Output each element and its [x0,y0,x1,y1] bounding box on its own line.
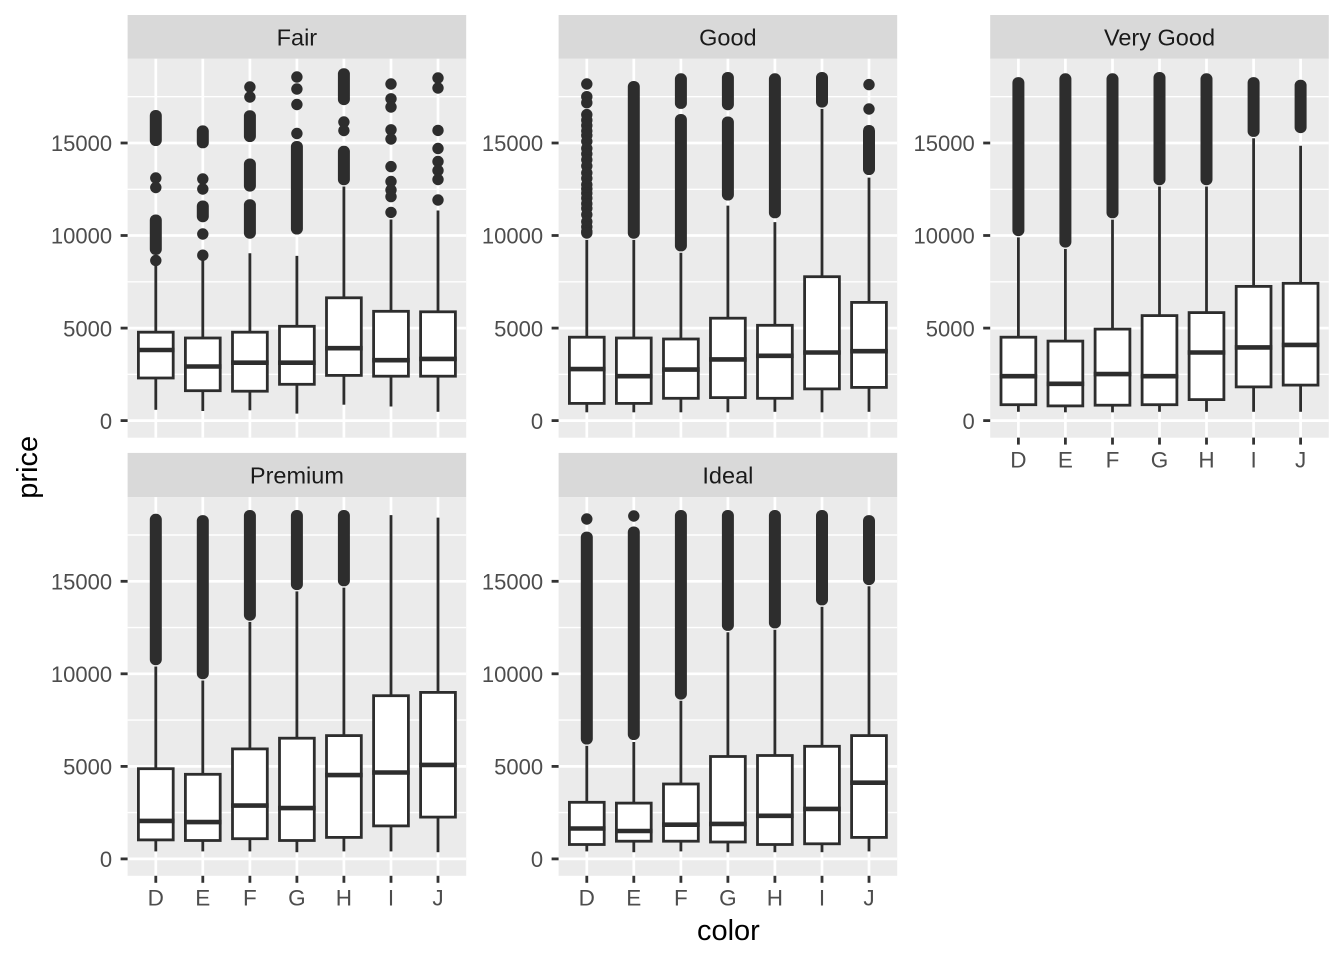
svg-text:5000: 5000 [494,316,543,341]
svg-text:E: E [626,886,641,911]
svg-text:10000: 10000 [914,224,975,249]
svg-text:F: F [674,886,688,911]
svg-text:D: D [148,886,164,911]
svg-text:0: 0 [100,409,112,434]
svg-text:15000: 15000 [482,570,543,595]
svg-text:Premium: Premium [250,463,344,489]
svg-text:10000: 10000 [51,662,112,687]
svg-text:F: F [243,886,257,911]
svg-text:G: G [719,886,737,911]
svg-text:price: price [12,436,44,499]
svg-text:J: J [1295,448,1306,473]
svg-text:5000: 5000 [63,316,112,341]
svg-text:0: 0 [100,847,112,872]
svg-text:I: I [819,886,825,911]
svg-text:10000: 10000 [51,224,112,249]
svg-text:5000: 5000 [494,755,543,780]
svg-text:0: 0 [962,409,974,434]
svg-text:I: I [1250,448,1256,473]
svg-text:color: color [697,915,760,947]
svg-text:G: G [288,886,306,911]
svg-text:H: H [336,886,352,911]
svg-text:J: J [863,886,874,911]
svg-text:E: E [1058,448,1073,473]
svg-text:D: D [1010,448,1026,473]
svg-text:H: H [1198,448,1214,473]
svg-text:5000: 5000 [63,755,112,780]
svg-text:Ideal: Ideal [702,463,753,489]
svg-text:E: E [195,886,210,911]
svg-text:H: H [767,886,783,911]
svg-text:15000: 15000 [482,131,543,156]
svg-text:10000: 10000 [482,662,543,687]
svg-text:0: 0 [531,409,543,434]
svg-text:J: J [432,886,443,911]
svg-text:Fair: Fair [277,25,318,51]
svg-text:F: F [1106,448,1120,473]
svg-text:0: 0 [531,847,543,872]
svg-text:5000: 5000 [926,316,975,341]
svg-text:15000: 15000 [51,131,112,156]
svg-text:15000: 15000 [51,570,112,595]
svg-text:15000: 15000 [914,131,975,156]
svg-text:G: G [1151,448,1169,473]
svg-text:10000: 10000 [482,224,543,249]
svg-text:D: D [579,886,595,911]
svg-text:I: I [388,886,394,911]
svg-text:Good: Good [699,25,757,51]
svg-text:Very Good: Very Good [1104,25,1215,51]
